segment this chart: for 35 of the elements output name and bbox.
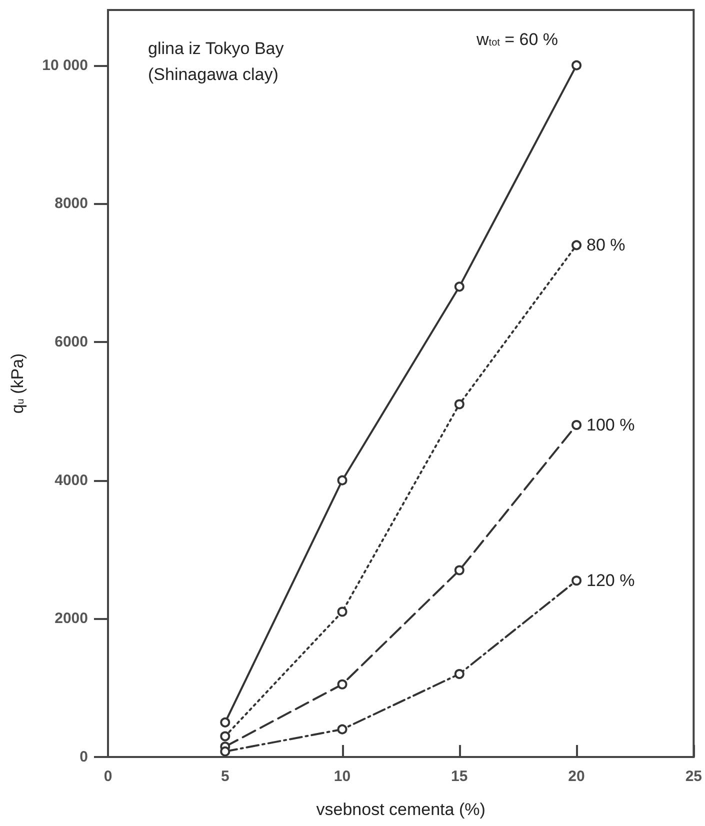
point — [454, 399, 464, 410]
y-tick-label: 0 — [80, 748, 88, 766]
annotation: (Shinagawa clay) — [148, 65, 278, 84]
point — [337, 679, 348, 690]
point — [220, 746, 230, 756]
x-tick-label: 20 — [568, 768, 585, 785]
annotation: glina iz Tokyo Bay — [148, 39, 284, 58]
x-tick-label: 15 — [451, 768, 468, 785]
x-tick-label: 0 — [104, 768, 112, 785]
series-label: wtot = 60 % — [476, 30, 558, 49]
point — [572, 576, 582, 586]
x-tick-label: 5 — [220, 768, 230, 785]
y-tick-label: 2000 — [54, 610, 88, 628]
point — [337, 475, 348, 486]
x-tick-label: 25 — [685, 768, 702, 785]
point — [337, 606, 348, 617]
x-axis-title: vsebnost cementa (%) — [316, 800, 486, 819]
point — [572, 60, 582, 70]
series-label: 120 % — [586, 571, 635, 590]
point — [454, 282, 464, 292]
y-tick-label: 10 000 — [42, 56, 88, 74]
point — [572, 240, 582, 250]
point — [220, 717, 230, 728]
y-axis-title: qu (kPa) — [8, 353, 27, 414]
point — [454, 669, 464, 679]
y-tick-label: 6000 — [54, 334, 88, 350]
y-tick-label: 8000 — [54, 195, 88, 212]
point — [572, 420, 582, 430]
series-label: 80 % — [586, 236, 626, 255]
point — [220, 731, 230, 742]
x-tick-label: 10 — [334, 768, 351, 785]
point — [337, 724, 348, 734]
series-label: 100 % — [586, 416, 635, 434]
y-tick-label: 4000 — [54, 472, 88, 489]
point — [454, 565, 464, 576]
